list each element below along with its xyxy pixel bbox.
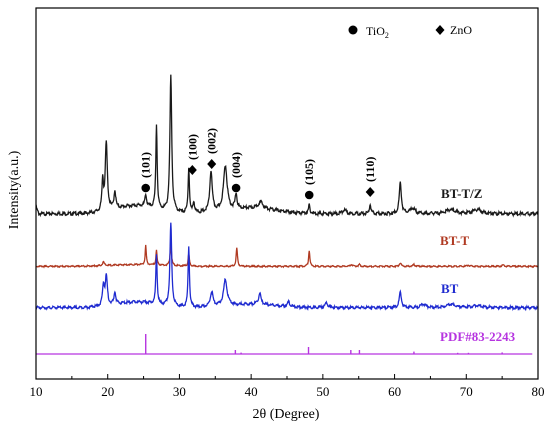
peak-label: (002) (205, 128, 219, 154)
series-line (35, 243, 539, 269)
x-tick-label: 80 (532, 384, 545, 399)
series-label: BT-T (440, 233, 469, 248)
axes: 10 20 30 40 50 60 70 80 (30, 7, 545, 399)
peak-annotation: (004) (229, 152, 243, 193)
x-tick-label: 50 (316, 384, 329, 399)
series-label: BT-T/Z (441, 186, 483, 201)
zno-marker-icon (365, 187, 375, 197)
tio2-marker-icon (304, 190, 314, 200)
series-line (35, 74, 539, 218)
series-layer: BT-T/Z BT-T BT PDF#83-2243 (35, 74, 539, 355)
series-pdf-83-2243: PDF#83-2243 (36, 329, 533, 355)
y-axis-label: Intensity(a.u.) (7, 150, 22, 229)
tio2-legend-icon (348, 25, 358, 35)
series-label: PDF#83-2243 (440, 329, 516, 344)
x-tick-label: 40 (245, 384, 258, 399)
legend: TiO2 ZnO (348, 23, 472, 40)
peak-label: (105) (302, 159, 316, 185)
peak-annotation: (110) (363, 157, 377, 197)
zno-legend-icon (435, 25, 445, 35)
series-bt-t: BT-T (35, 233, 539, 269)
series-bt: BT (35, 222, 539, 312)
x-tick-label: 30 (173, 384, 186, 399)
annotation-layer: (101) (100) (002) (004) (105) (110) (139, 128, 377, 200)
peak-label: (101) (139, 152, 153, 178)
series-bt-t-z: BT-T/Z (35, 74, 539, 218)
peak-annotation: (105) (302, 159, 316, 200)
peak-annotation: (002) (205, 128, 219, 169)
series-line (35, 222, 539, 312)
x-tick-label: 60 (388, 384, 401, 399)
legend-subscript: 2 (385, 31, 389, 40)
legend-label-tio2: TiO2 (366, 24, 389, 40)
peak-label: (100) (185, 134, 199, 160)
x-tick-label: 70 (460, 384, 473, 399)
series-label: BT (441, 281, 459, 296)
legend-label-zno: ZnO (450, 23, 472, 37)
x-tick-label: 20 (101, 384, 114, 399)
zno-marker-icon (207, 159, 217, 169)
peak-annotation: (101) (139, 152, 153, 193)
peak-label: (004) (229, 152, 243, 178)
tio2-marker-icon (141, 183, 151, 193)
x-tick-label: 10 (30, 384, 43, 399)
tio2-marker-icon (231, 183, 241, 193)
x-axis-label: 2θ (Degree) (253, 407, 320, 422)
zno-marker-icon (187, 165, 197, 175)
peak-annotation: (100) (185, 134, 199, 175)
peak-label: (110) (363, 157, 377, 182)
